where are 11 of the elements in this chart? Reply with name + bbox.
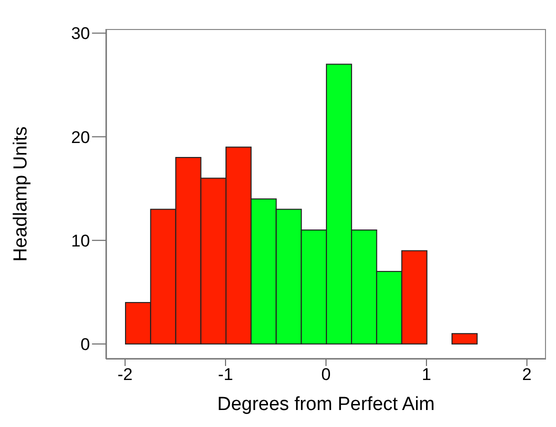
y-tick-label: 0 xyxy=(80,335,90,354)
x-tick-label: 0 xyxy=(321,365,331,384)
y-axis-title: Headlamp Units xyxy=(10,126,32,262)
x-axis-title: Degrees from Perfect Aim xyxy=(217,394,435,415)
x-tick-label: -2 xyxy=(118,365,133,384)
y-tick-label: 20 xyxy=(71,128,90,147)
y-tick-label: 10 xyxy=(71,231,90,250)
y-tick-label: 30 xyxy=(71,24,90,44)
x-tick-label: 1 xyxy=(422,365,432,384)
x-tick-label: -1 xyxy=(218,365,234,384)
x-tick-label: 2 xyxy=(522,365,532,384)
